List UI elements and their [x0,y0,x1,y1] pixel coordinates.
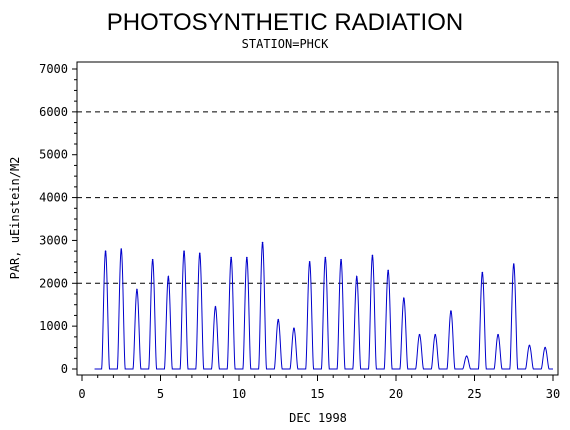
x-tick-label: 10 [232,387,246,401]
peak-point-day-4 [151,258,154,261]
peak-point-day-21 [418,333,421,336]
y-tick-label: 2000 [39,276,68,290]
peak-point-day-3 [136,288,138,291]
peak-point-day-5 [167,276,170,278]
peak-point-day-18 [371,254,374,257]
x-tick-label: 30 [546,387,560,401]
peak-point-day-1 [104,250,107,252]
peak-point-day-24 [465,355,468,357]
peak-point-day-16 [340,258,342,261]
chart-subtitle: STATION=PHCK [242,37,329,51]
peak-point-day-26 [497,333,499,336]
x-tick-label: 15 [310,387,324,401]
x-axis-label: DEC 1998 [289,411,347,425]
peak-point-day-13 [293,327,295,330]
peak-point-day-8 [214,306,217,308]
peak-point-day-17 [355,276,358,278]
y-tick-label: 3000 [39,233,68,247]
y-tick-label: 5000 [39,148,68,162]
series-line-0 [94,242,553,370]
y-axis-label: PAR, uEinstein/M2 [8,157,22,280]
x-tick-label: 5 [157,387,164,401]
peak-point-day-23 [450,310,452,312]
peak-point-day-28 [528,344,531,347]
peak-point-day-2 [120,248,123,250]
peak-point-day-20 [403,297,405,300]
peak-point-day-9 [230,256,232,259]
x-tick-label: 20 [389,387,403,401]
x-axis: 0 5 10 15 20 25 30 [78,375,560,401]
peak-point-day-12 [277,318,280,321]
chart-title: PHOTOSYNTHETIC RADIATION [107,9,463,36]
y-tick-label: 4000 [39,191,68,205]
plot-frame [76,61,559,376]
peak-point-day-15 [324,256,327,259]
y-axis: 0 1000 2000 3000 4000 5000 6000 7000 [39,62,77,376]
peak-point-day-27 [512,263,515,265]
reference-lines [77,111,558,284]
y-tick-label: 7000 [39,62,68,76]
y-tick-label: 0 [61,362,68,376]
peak-point-day-11 [261,241,264,244]
peak-point-day-22 [434,333,437,336]
y-tick-label: 6000 [39,105,68,119]
series-layer [94,241,553,370]
peak-point-day-6 [183,250,185,252]
peak-point-day-19 [387,269,389,272]
peak-point-day-10 [246,256,248,259]
x-tick-label: 25 [467,387,481,401]
x-tick-label: 0 [78,387,85,401]
peak-point-day-14 [308,261,311,263]
peak-point-day-29 [544,346,546,349]
y-tick-label: 1000 [39,319,68,333]
peak-point-day-25 [481,271,484,274]
peak-point-day-7 [198,252,201,255]
